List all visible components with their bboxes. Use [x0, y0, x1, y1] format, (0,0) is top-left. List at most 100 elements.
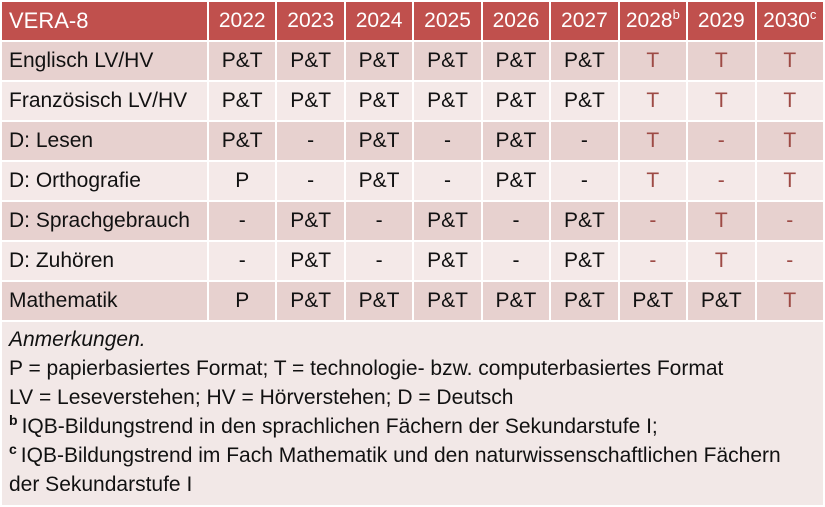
- value-cell: -: [414, 162, 481, 200]
- value-cell: T: [619, 42, 687, 80]
- value-cell: T: [756, 42, 823, 80]
- value-cell: P&T: [482, 82, 550, 120]
- subject-cell: Französisch LV/HV: [2, 82, 207, 120]
- year-label: 2024: [355, 9, 403, 32]
- value-cell: -: [482, 202, 550, 240]
- value-cell: P&T: [551, 282, 618, 320]
- table-row: Französisch LV/HV P&T P&T P&T P&T P&T P&T T T T: [2, 82, 823, 120]
- value-cell: -: [619, 202, 687, 240]
- table-row: D: Lesen P&T - P&T - P&T - T - T: [2, 122, 823, 160]
- value-cell: T: [756, 282, 823, 320]
- value-cell: P&T: [277, 242, 344, 280]
- value-cell: T: [688, 82, 755, 120]
- subject-cell: Mathematik: [2, 282, 207, 320]
- notes-section: Anmerkungen. P = papierbasiertes Format;…: [2, 322, 823, 505]
- footnote-c-line: c IQB-Bildungstrend im Fach Mathematik un…: [9, 441, 815, 499]
- value-cell: P&T: [551, 82, 618, 120]
- subject-cell: D: Lesen: [2, 122, 207, 160]
- value-cell: P&T: [414, 242, 481, 280]
- subject-cell: D: Sprachgebrauch: [2, 202, 207, 240]
- year-label: 2028: [625, 9, 673, 32]
- value-cell: T: [688, 242, 755, 280]
- table-row: D: Orthografie P - P&T - P&T - T - T: [2, 162, 823, 200]
- value-cell: P&T: [482, 122, 550, 160]
- value-cell: P&T: [209, 42, 276, 80]
- value-cell: -: [551, 162, 618, 200]
- subject-cell: D: Orthografie: [2, 162, 207, 200]
- notes-title: Anmerkungen.: [9, 328, 146, 351]
- value-cell: -: [277, 162, 344, 200]
- value-cell: T: [756, 82, 823, 120]
- table-body: Englisch LV/HV P&T P&T P&T P&T P&T P&T T T T Franz…: [2, 42, 823, 320]
- value-cell: P: [209, 162, 276, 200]
- value-cell: P: [209, 282, 276, 320]
- value-cell: P&T: [688, 282, 755, 320]
- table-row: D: Sprachgebrauch - P&T - P&T - P&T - T -: [2, 202, 823, 240]
- value-cell: -: [414, 122, 481, 160]
- year-label: 2025: [424, 9, 471, 32]
- value-cell: P&T: [277, 42, 344, 80]
- value-cell: P&T: [551, 242, 618, 280]
- value-cell: T: [619, 82, 687, 120]
- header-row: VERA-8 2022 2023 2024 2025 2026 2027 2028b 2029…: [2, 2, 823, 40]
- value-cell: -: [688, 162, 755, 200]
- subject-cell: Englisch LV/HV: [2, 42, 207, 80]
- year-label: 2029: [697, 9, 745, 32]
- value-cell: -: [345, 242, 413, 280]
- value-cell: -: [688, 122, 755, 160]
- value-cell: P&T: [345, 42, 413, 80]
- value-cell: P&T: [414, 282, 481, 320]
- value-cell: T: [688, 42, 755, 80]
- subject-cell: D: Zuhören: [2, 242, 207, 280]
- value-cell: -: [209, 242, 276, 280]
- value-cell: P&T: [482, 282, 550, 320]
- note-abbreviations-line: LV = Leseverstehen; HV = Hörverstehen; D…: [9, 386, 514, 409]
- year-header-cell: 2022: [209, 2, 276, 40]
- year-header-cell: 2023: [277, 2, 344, 40]
- value-cell: P&T: [482, 42, 550, 80]
- year-header-cell: 2024: [345, 2, 413, 40]
- year-label: 2026: [492, 9, 540, 32]
- value-cell: P&T: [551, 202, 618, 240]
- value-cell: -: [619, 242, 687, 280]
- year-footnote-marker: c: [809, 7, 817, 22]
- year-header-cell: 2025: [414, 2, 481, 40]
- table-row: Mathematik P P&T P&T P&T P&T P&T P&T P&T T: [2, 282, 823, 320]
- footnote-b-line: b IQB-Bildungstrend in den sprachlichen F…: [9, 412, 815, 441]
- table-row: D: Zuhören - P&T - P&T - P&T - T -: [2, 242, 823, 280]
- value-cell: P&T: [277, 82, 344, 120]
- value-cell: T: [688, 202, 755, 240]
- value-cell: -: [551, 122, 618, 160]
- note-formats-line: P = papierbasiertes Format; T = technolo…: [9, 357, 724, 380]
- year-header-cell: 2030c: [756, 2, 823, 40]
- value-cell: -: [756, 242, 823, 280]
- value-cell: P&T: [277, 282, 344, 320]
- value-cell: P&T: [209, 122, 276, 160]
- value-cell: T: [756, 162, 823, 200]
- year-label: 2023: [287, 9, 335, 32]
- year-header-cell: 2028b: [619, 2, 687, 40]
- value-cell: -: [345, 202, 413, 240]
- value-cell: P&T: [551, 42, 618, 80]
- table-row: Englisch LV/HV P&T P&T P&T P&T P&T P&T T T T: [2, 42, 823, 80]
- footnote-b-text: IQB-Bildungstrend in den sprachlichen Fä…: [21, 415, 658, 438]
- value-cell: P&T: [345, 122, 413, 160]
- footnote-c-marker: c: [9, 441, 17, 457]
- value-cell: T: [619, 162, 687, 200]
- value-cell: P&T: [277, 202, 344, 240]
- value-cell: T: [756, 122, 823, 160]
- value-cell: P&T: [482, 162, 550, 200]
- vera8-schedule-table: VERA-8 2022 2023 2024 2025 2026 2027 2028b 2029…: [2, 2, 823, 320]
- value-cell: -: [209, 202, 276, 240]
- footnote-c-text: IQB-Bildungstrend im Fach Mathematik und…: [9, 444, 781, 496]
- value-cell: T: [619, 122, 687, 160]
- year-label: 2030: [763, 9, 810, 32]
- value-cell: -: [756, 202, 823, 240]
- year-footnote-marker: b: [672, 7, 680, 22]
- year-header-cell: 2029: [688, 2, 755, 40]
- value-cell: P&T: [345, 282, 413, 320]
- year-header-cell: 2027: [551, 2, 618, 40]
- value-cell: P&T: [619, 282, 687, 320]
- value-cell: P&T: [414, 202, 481, 240]
